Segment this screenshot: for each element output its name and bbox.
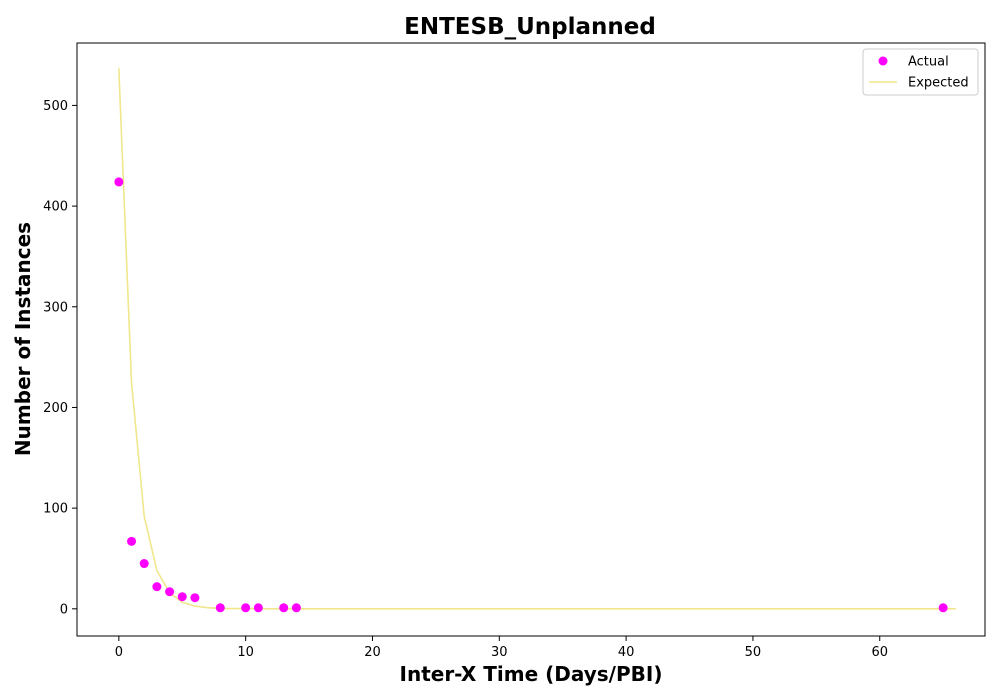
actual-data-point [215, 603, 225, 613]
x-axis-title: Inter-X Time (Days/PBI) [400, 662, 663, 686]
y-tick-label: 500 [43, 99, 68, 114]
plot-area [76, 42, 986, 637]
x-tick-label: 0 [115, 645, 123, 660]
x-axis: 0 10 20 30 40 50 60 [115, 636, 888, 660]
actual-data-point [190, 593, 200, 603]
legend-label: Expected [908, 76, 969, 91]
y-tick-label: 100 [43, 502, 68, 517]
y-tick-label: 0 [60, 602, 68, 617]
actual-data-point [127, 536, 137, 546]
x-tick-label: 40 [618, 645, 635, 660]
actual-data-point [177, 592, 187, 602]
y-axis: 0 100 200 300 400 500 [43, 99, 77, 617]
x-tick-label: 20 [364, 645, 381, 660]
actual-data-point [165, 587, 175, 597]
x-tick-label: 60 [871, 645, 888, 660]
y-tick-label: 400 [43, 200, 68, 215]
actual-data-point [253, 603, 263, 613]
x-tick-label: 50 [745, 645, 762, 660]
legend-label: Actual [908, 55, 949, 70]
actual-data-point [291, 603, 301, 613]
chart-title: ENTESB_Unplanned [404, 14, 656, 40]
x-tick-label: 10 [237, 645, 254, 660]
actual-data-point [938, 603, 948, 613]
y-axis-title: Number of Instances [11, 222, 35, 456]
plot-frame [76, 42, 986, 637]
y-tick-label: 300 [43, 300, 68, 315]
legend-box [862, 48, 979, 96]
actual-data-point [241, 603, 251, 613]
actual-data-point [279, 603, 289, 613]
actual-data-point [152, 582, 162, 592]
expected-series-line [118, 68, 956, 610]
legend-marker-actual [878, 56, 888, 66]
actual-data-point [114, 177, 124, 187]
x-tick-label: 30 [491, 645, 508, 660]
y-tick-label: 200 [43, 401, 68, 416]
actual-data-point [139, 559, 149, 569]
legend: Actual Expected [862, 48, 979, 96]
